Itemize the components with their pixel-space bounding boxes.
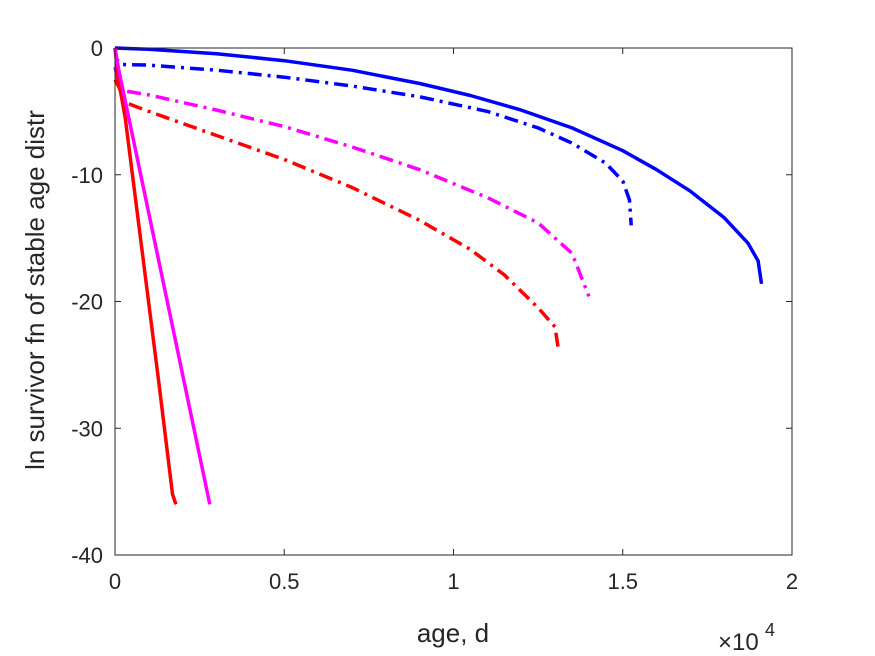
y-axis-label: ln survivor fn of stable age distr xyxy=(20,110,50,470)
series-line-3 xyxy=(113,66,591,298)
x-exponent-base: ×10 xyxy=(718,629,759,656)
x-exponent-label: ×10 4 xyxy=(718,620,775,656)
x-exponent-power: 4 xyxy=(765,620,775,640)
x-axis-label: age, d xyxy=(417,618,489,648)
series-layer xyxy=(113,46,764,505)
series-line-5 xyxy=(113,47,178,505)
y-tick-label: -30 xyxy=(71,416,103,441)
plot-area xyxy=(115,48,792,555)
x-ticks: 0 0.5 1 1.5 2 xyxy=(109,48,798,594)
x-tick-label: 0 xyxy=(109,569,121,594)
y-tick-label: -20 xyxy=(71,290,103,315)
y-tick-label: -10 xyxy=(71,163,103,188)
x-tick-label: 0.5 xyxy=(269,569,300,594)
y-tick-label: -40 xyxy=(71,543,103,568)
plot-frame xyxy=(114,47,793,556)
x-tick-label: 2 xyxy=(786,569,798,594)
series-line-4 xyxy=(113,78,561,350)
x-tick-label: 1.5 xyxy=(607,569,638,594)
series-line-2 xyxy=(113,47,633,226)
y-tick-label: 0 xyxy=(91,36,103,61)
series-line-6 xyxy=(113,47,212,505)
x-tick-label: 1 xyxy=(447,569,459,594)
series-line-1 xyxy=(114,46,764,285)
